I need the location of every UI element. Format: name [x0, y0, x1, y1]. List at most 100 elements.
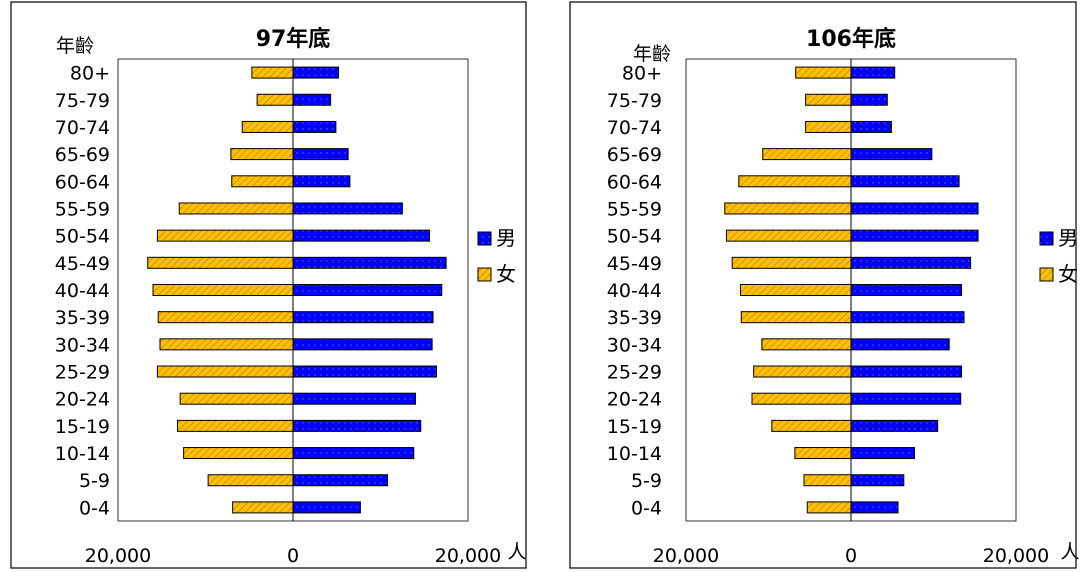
bar-male: [292, 284, 443, 296]
bar-female: [724, 202, 852, 215]
bar-female: [156, 365, 294, 378]
bar-male: [292, 256, 447, 269]
age-group-label: 10-14: [55, 443, 110, 465]
bar-male: [850, 474, 905, 487]
age-group-label: 70-74: [55, 117, 110, 139]
age-group-label: 60-64: [607, 171, 662, 193]
age-group-label: 15-19: [607, 416, 662, 438]
age-group-label: 0-4: [631, 497, 662, 519]
chart-title: 97年底: [256, 26, 331, 52]
bar-female: [771, 419, 852, 432]
x-tick-label: 20,000: [85, 545, 151, 567]
bar-male: [292, 93, 332, 106]
age-group-label: 35-39: [607, 307, 662, 329]
bar-female: [794, 447, 852, 460]
x-tick-label: 0: [845, 545, 857, 567]
bar-male: [292, 66, 339, 79]
age-group-label: 0-4: [79, 497, 110, 519]
bar-male: [850, 66, 896, 79]
age-group-label: 75-79: [607, 90, 662, 112]
x-tick-label: 20,000: [435, 545, 501, 567]
bar-male: [850, 501, 899, 514]
legend-swatch-male: [1039, 231, 1054, 246]
bar-female: [152, 284, 294, 296]
bar-male: [292, 392, 416, 405]
bar-female: [251, 66, 294, 79]
age-group-label: 60-64: [55, 171, 110, 193]
age-group-label: 45-49: [607, 253, 662, 275]
legend-label: 男: [496, 226, 516, 250]
x-tick-label: 0: [287, 545, 299, 567]
bar-male: [850, 202, 979, 215]
age-group-label: 25-29: [55, 362, 110, 384]
age-group-label: 65-69: [55, 144, 110, 166]
bar-male: [292, 202, 403, 215]
bar-male: [292, 338, 433, 351]
bar-male: [850, 419, 939, 432]
bar-female: [738, 175, 852, 188]
age-group-label: 50-54: [55, 226, 110, 248]
bar-female: [232, 501, 294, 514]
x-axis-unit-label: 人: [507, 541, 526, 563]
legend-label: 女: [496, 262, 516, 286]
age-group-label: 55-59: [55, 198, 110, 220]
age-group-label: 80+: [70, 63, 110, 85]
bar-male: [292, 229, 430, 242]
bar-female: [207, 474, 294, 487]
bar-male: [850, 338, 950, 351]
bar-male: [850, 148, 933, 161]
bar-male: [292, 447, 415, 460]
legend: 男女: [1039, 226, 1078, 286]
bar-female: [731, 256, 852, 269]
chart-panel-1: 97年底 年齡人 20,000 0 20,000 0-4 5-9 10-14 15-19 20-2…: [10, 1, 527, 569]
x-tick-label: 20,000: [983, 545, 1049, 567]
bar-male: [292, 501, 361, 514]
age-group-label: 55-59: [607, 198, 662, 220]
bar-female: [803, 474, 852, 487]
age-group-label: 40-44: [607, 280, 662, 302]
age-group-label: 30-34: [55, 334, 110, 356]
bar-male: [850, 365, 963, 378]
age-group-label: 50-54: [607, 226, 662, 248]
legend: 男女: [477, 226, 516, 286]
bar-female: [762, 148, 852, 161]
bar-female: [231, 175, 294, 188]
bar-male: [850, 284, 963, 296]
age-group-label: 80+: [622, 63, 662, 85]
age-group-label: 5-9: [631, 470, 662, 492]
bar-male: [850, 175, 960, 188]
age-group-label: 20-24: [607, 389, 662, 411]
bar-female: [761, 338, 852, 351]
bar-female: [805, 93, 852, 106]
bar-male: [850, 311, 965, 324]
bar-female: [241, 120, 294, 133]
bar-female: [805, 120, 852, 133]
bar-female: [795, 66, 852, 79]
bar-male: [292, 365, 437, 378]
legend-swatch-male: [477, 231, 492, 246]
bar-female: [156, 229, 294, 242]
bar-male: [850, 256, 972, 269]
age-group-label: 45-49: [55, 253, 110, 275]
legend-label: 男: [1058, 226, 1078, 250]
bar-female: [159, 338, 294, 351]
bar-male: [292, 120, 337, 133]
legend-swatch-female: [1039, 267, 1054, 282]
bar-male: [850, 93, 888, 106]
bar-female: [177, 419, 294, 432]
age-group-label: 35-39: [55, 307, 110, 329]
bar-male: [292, 175, 351, 188]
bar-female: [178, 202, 294, 215]
bar-male: [292, 419, 422, 432]
age-group-label: 30-34: [607, 334, 662, 356]
bar-male: [292, 311, 434, 324]
bar-female: [739, 284, 852, 296]
bar-female: [256, 93, 294, 106]
bar-female: [725, 229, 852, 242]
bar-male: [850, 120, 892, 133]
age-group-label: 70-74: [607, 117, 662, 139]
bar-female: [179, 392, 294, 405]
bar-female: [753, 365, 852, 378]
